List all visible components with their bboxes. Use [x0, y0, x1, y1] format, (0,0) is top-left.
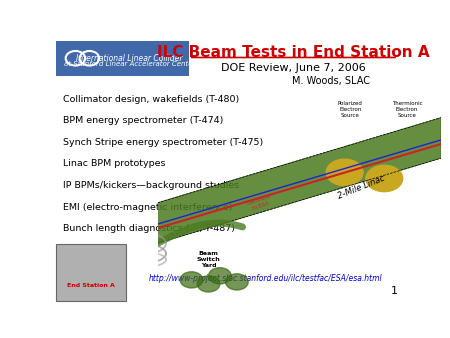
Text: M. Woods, SLAC: M. Woods, SLAC: [292, 76, 370, 86]
Circle shape: [326, 159, 363, 186]
Text: 1: 1: [391, 286, 398, 296]
Text: ILC Beam Tests in End Station A: ILC Beam Tests in End Station A: [157, 45, 430, 60]
Circle shape: [225, 274, 248, 290]
Text: IP BPMs/kickers—background studies: IP BPMs/kickers—background studies: [63, 181, 239, 190]
Circle shape: [366, 165, 403, 192]
Text: Bunch length diagnostics (…, T-487): Bunch length diagnostics (…, T-487): [63, 224, 235, 233]
Text: Linac BPM prototypes: Linac BPM prototypes: [63, 160, 166, 168]
Text: Beam
Switch
Yard: Beam Switch Yard: [197, 251, 220, 268]
Text: Collimator design, wakefields (T-480): Collimator design, wakefields (T-480): [63, 95, 239, 104]
Circle shape: [208, 268, 231, 284]
FancyBboxPatch shape: [56, 41, 189, 76]
Text: Synch Stripe energy spectrometer (T-475): Synch Stripe energy spectrometer (T-475): [63, 138, 264, 147]
Polygon shape: [158, 118, 441, 243]
Text: BPM energy spectrometer (T-474): BPM energy spectrometer (T-474): [63, 116, 224, 125]
FancyBboxPatch shape: [56, 244, 126, 301]
Text: End Station A: End Station A: [67, 283, 115, 288]
Text: Thermionic
Electron
Source: Thermionic Electron Source: [392, 101, 422, 118]
Text: Polarized
Electron
Source: Polarized Electron Source: [338, 101, 363, 118]
Circle shape: [197, 276, 220, 292]
Circle shape: [180, 272, 203, 288]
Text: 2-Mile Linac: 2-Mile Linac: [337, 174, 387, 201]
Text: EMI (electro-magnetic interference): EMI (electro-magnetic interference): [63, 202, 233, 212]
Text: DOE Review, June 7, 2006: DOE Review, June 7, 2006: [221, 63, 366, 73]
Text: at Stanford Linear Accelerator Center: at Stanford Linear Accelerator Center: [64, 61, 195, 67]
Text: International Linear Collider: International Linear Collider: [76, 54, 183, 63]
Text: http://www-project.slac.stanford.edu/ilc/testfac/ESA/esa.html: http://www-project.slac.stanford.edu/ilc…: [148, 274, 382, 283]
Text: Electrons
to ESA: Electrons to ESA: [246, 194, 273, 212]
